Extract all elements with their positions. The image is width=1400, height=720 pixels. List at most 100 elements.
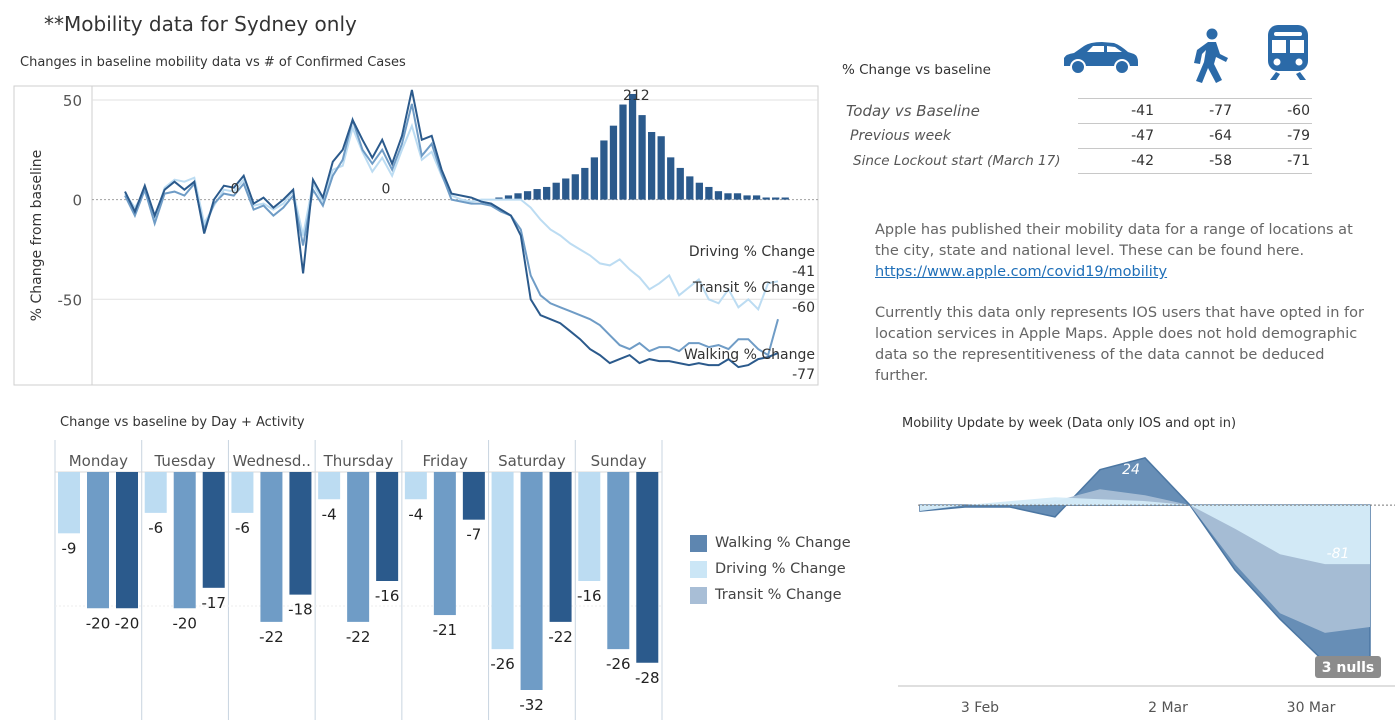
legend-item-walking[interactable]: Walking % Change: [690, 530, 851, 556]
bar-value-label: -16: [577, 587, 602, 605]
case-bar: [781, 197, 789, 200]
stats-value: -71: [1234, 148, 1312, 174]
bar-value-label: -9: [62, 539, 77, 557]
series-name-label: Transit % Change: [692, 280, 815, 296]
bar-value-label: -32: [519, 696, 544, 714]
case-bar: [733, 193, 742, 200]
bar-value-label: -20: [86, 614, 111, 632]
y-tick-label: 50: [63, 92, 82, 110]
bar-value-label: -26: [490, 655, 514, 673]
legend-item-transit[interactable]: Transit % Change: [690, 582, 851, 608]
stats-row: Today vs Baseline -41 -77 -60: [846, 98, 1312, 124]
day-activity-bar: [202, 472, 225, 588]
day-activity-bar: [607, 472, 630, 650]
day-chart-title: Change vs baseline by Day + Activity: [60, 415, 305, 430]
case-bar: [590, 157, 598, 200]
day-activity-bar: [58, 472, 80, 534]
legend-item-driving[interactable]: Driving % Change: [690, 556, 851, 582]
day-activity-bar-chart: Monday-9-20 -20Tuesday-6-20-17Wednesd..-6…: [54, 440, 663, 720]
x-tick-label: 2 Mar: [1148, 700, 1188, 716]
apple-mobility-link[interactable]: https://www.apple.com/covid19/mobility: [875, 264, 1168, 280]
stats-value: -58: [1156, 148, 1234, 174]
stats-value: -64: [1156, 123, 1234, 149]
area-series: [920, 497, 1370, 565]
weekly-area-chart: 3 Feb 2 Mar 30 Mar 24 -81 3 nulls: [898, 457, 1395, 716]
day-activity-bar: [549, 472, 572, 622]
walking-person-icon: [1194, 28, 1228, 83]
page-title: **Mobility data for Sydney only: [44, 12, 357, 36]
y-axis-title: % Change from baseline: [29, 150, 45, 321]
stats-row-label: Today vs Baseline: [846, 102, 980, 120]
x-tick-label: 30 Mar: [1287, 700, 1336, 716]
day-activity-bar: [578, 472, 601, 581]
y-tick-label: -50: [58, 291, 83, 309]
day-activity-bar: [260, 472, 283, 622]
day-header-label: Monday: [69, 452, 128, 470]
case-bar: [571, 174, 579, 200]
day-header-label: Sunday: [591, 452, 647, 470]
case-bar: [772, 197, 780, 200]
bar-value-label: -7: [466, 526, 481, 544]
stats-value: -41: [1078, 98, 1156, 124]
day-header-label: Wednesd..: [233, 452, 311, 470]
nulls-badge: [1315, 656, 1381, 678]
series-name-label: Driving % Change: [689, 244, 815, 260]
bar-value-label: -22: [548, 628, 573, 646]
legend: Walking % Change Driving % Change Transi…: [690, 530, 851, 608]
case-bar: [504, 195, 513, 200]
legend-label: Driving % Change: [715, 561, 846, 577]
y-tick-label: 0: [72, 192, 82, 210]
bar-value-label: -6: [235, 519, 250, 537]
day-activity-bar: [462, 472, 485, 520]
case-bar: [752, 195, 761, 200]
bar-value-label: -18: [288, 601, 313, 619]
case-bar: [495, 197, 503, 200]
case-bar: [762, 197, 770, 200]
case-bar: [676, 167, 684, 200]
end-value-label: -81: [1327, 546, 1350, 562]
day-activity-bar: [376, 472, 399, 581]
day-activity-bar: [289, 472, 312, 595]
day-header-label: Tuesday: [154, 452, 216, 470]
case-bar: [543, 186, 551, 200]
stats-row-label: Since Lockout start (March 17): [853, 153, 1061, 169]
bar-value-label: -22: [346, 628, 371, 646]
stats-value: -60: [1234, 98, 1312, 124]
series-name-label: Walking % Change: [684, 347, 815, 363]
day-activity-bar: [87, 472, 109, 609]
case-bar: [705, 186, 713, 200]
day-header-label: Friday: [422, 452, 468, 470]
case-bar: [724, 193, 732, 200]
legend-swatch-driving: [690, 560, 707, 578]
info-paragraph: Apple has published their mobility data …: [875, 220, 1375, 283]
case-bar: [657, 136, 665, 200]
bar-value-label: -26: [606, 655, 631, 673]
bar-value-label: -4: [322, 505, 337, 523]
bar-value-label: -4: [408, 505, 423, 523]
day-activity-bar: [144, 472, 167, 513]
stats-value: -79: [1234, 123, 1312, 149]
train-icon: [1268, 25, 1308, 80]
car-icon: [1064, 42, 1138, 75]
case-bar: [562, 178, 570, 200]
peak-value-label: 24: [1122, 462, 1140, 478]
nulls-badge-label: 3 nulls: [1322, 660, 1374, 676]
day-activity-bar: [318, 472, 341, 500]
series-end-label: -60: [792, 300, 815, 316]
day-activity-bar: [491, 472, 514, 650]
case-bar: [581, 167, 589, 200]
stats-value: -47: [1078, 123, 1156, 149]
weekly-chart-title: Mobility Update by week (Data only IOS a…: [902, 416, 1237, 431]
stats-row: Previous week -47 -64 -79: [846, 123, 1312, 149]
case-bar: [609, 125, 618, 200]
series-line: [124, 103, 779, 357]
case-bar: [695, 182, 703, 200]
day-activity-bar: [404, 472, 427, 500]
line-chart-title: Changes in baseline mobility data vs # o…: [20, 55, 406, 70]
case-bar: [686, 176, 694, 200]
annotation-label: 0: [382, 182, 391, 198]
legend-swatch-walking: [690, 534, 707, 552]
legend-label: Transit % Change: [715, 587, 842, 603]
case-bar: [638, 115, 646, 200]
mobility-line-chart: 50 0 -50 % Change from baseline 212 0 0 Driving…: [13, 85, 819, 386]
